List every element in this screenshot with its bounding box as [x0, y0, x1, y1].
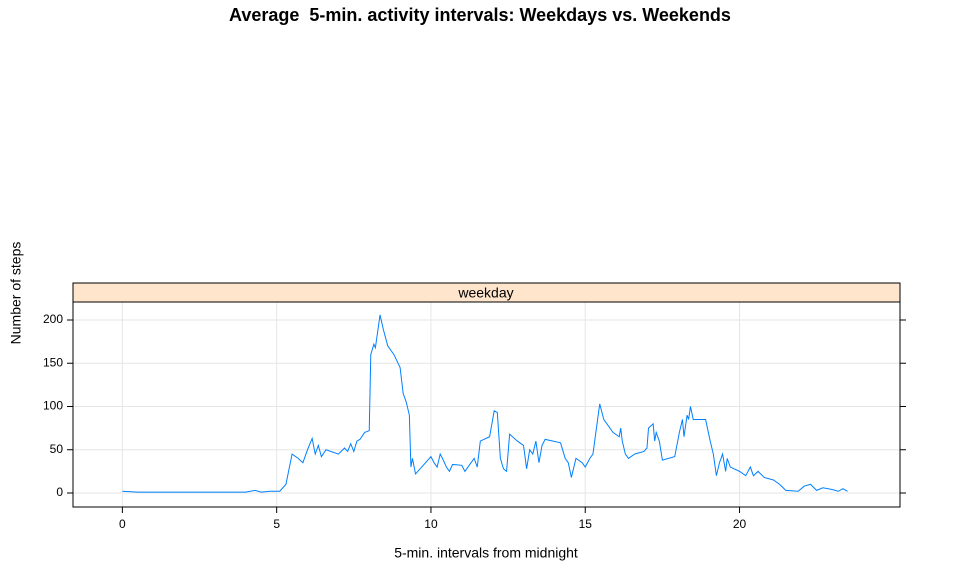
x-tick-label: 15 [579, 517, 593, 531]
y-tick-label: 100 [43, 399, 63, 413]
y-tick-label: 150 [43, 355, 63, 369]
x-tick-label: 10 [424, 517, 438, 531]
y-tick-label: 0 [56, 485, 63, 499]
data-line [122, 314, 848, 493]
x-tick-label: 5 [273, 517, 280, 531]
y-tick-label: 50 [50, 442, 64, 456]
x-tick-label: 0 [119, 517, 126, 531]
panel-label: weekday [457, 285, 513, 301]
y-tick-label: 200 [43, 312, 63, 326]
x-tick-label: 20 [733, 517, 747, 531]
y-axis-label: Number of steps [8, 242, 24, 345]
chart-title: Average 5-min. activity intervals: Weekd… [229, 5, 731, 25]
x-axis-label: 5-min. intervals from midnight [394, 545, 578, 561]
panel-frame [72, 301, 901, 508]
